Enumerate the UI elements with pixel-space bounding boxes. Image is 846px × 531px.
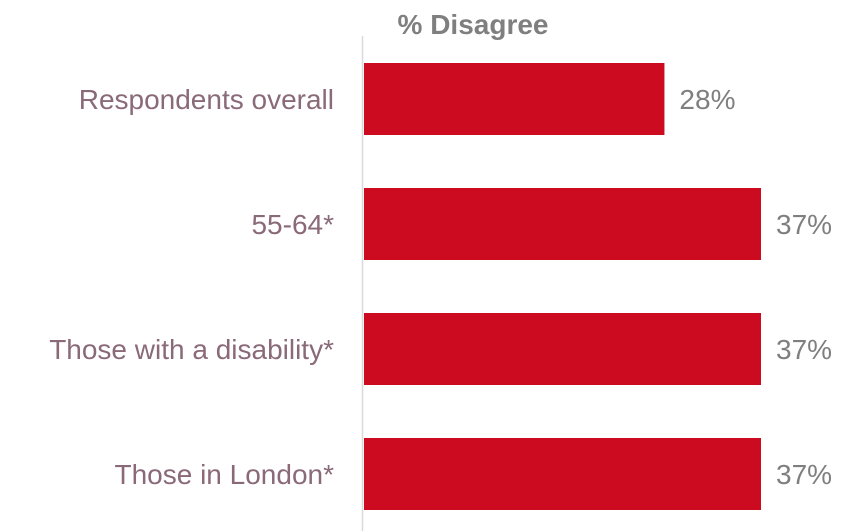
bar-3 — [364, 313, 761, 385]
bar-1 — [364, 63, 665, 135]
category-label-2: 55-64* — [251, 209, 334, 240]
bar-2 — [364, 188, 761, 260]
value-label-4: 37% — [776, 459, 832, 490]
value-label-2: 37% — [776, 209, 832, 240]
category-label-3: Those with a disability* — [49, 334, 334, 365]
chart-title: % Disagree — [398, 9, 549, 40]
category-label-4: Those in London* — [114, 459, 334, 490]
value-label-1: 28% — [679, 84, 735, 115]
category-label-1: Respondents overall — [79, 84, 334, 115]
bar-4 — [364, 438, 761, 510]
value-label-3: 37% — [776, 334, 832, 365]
